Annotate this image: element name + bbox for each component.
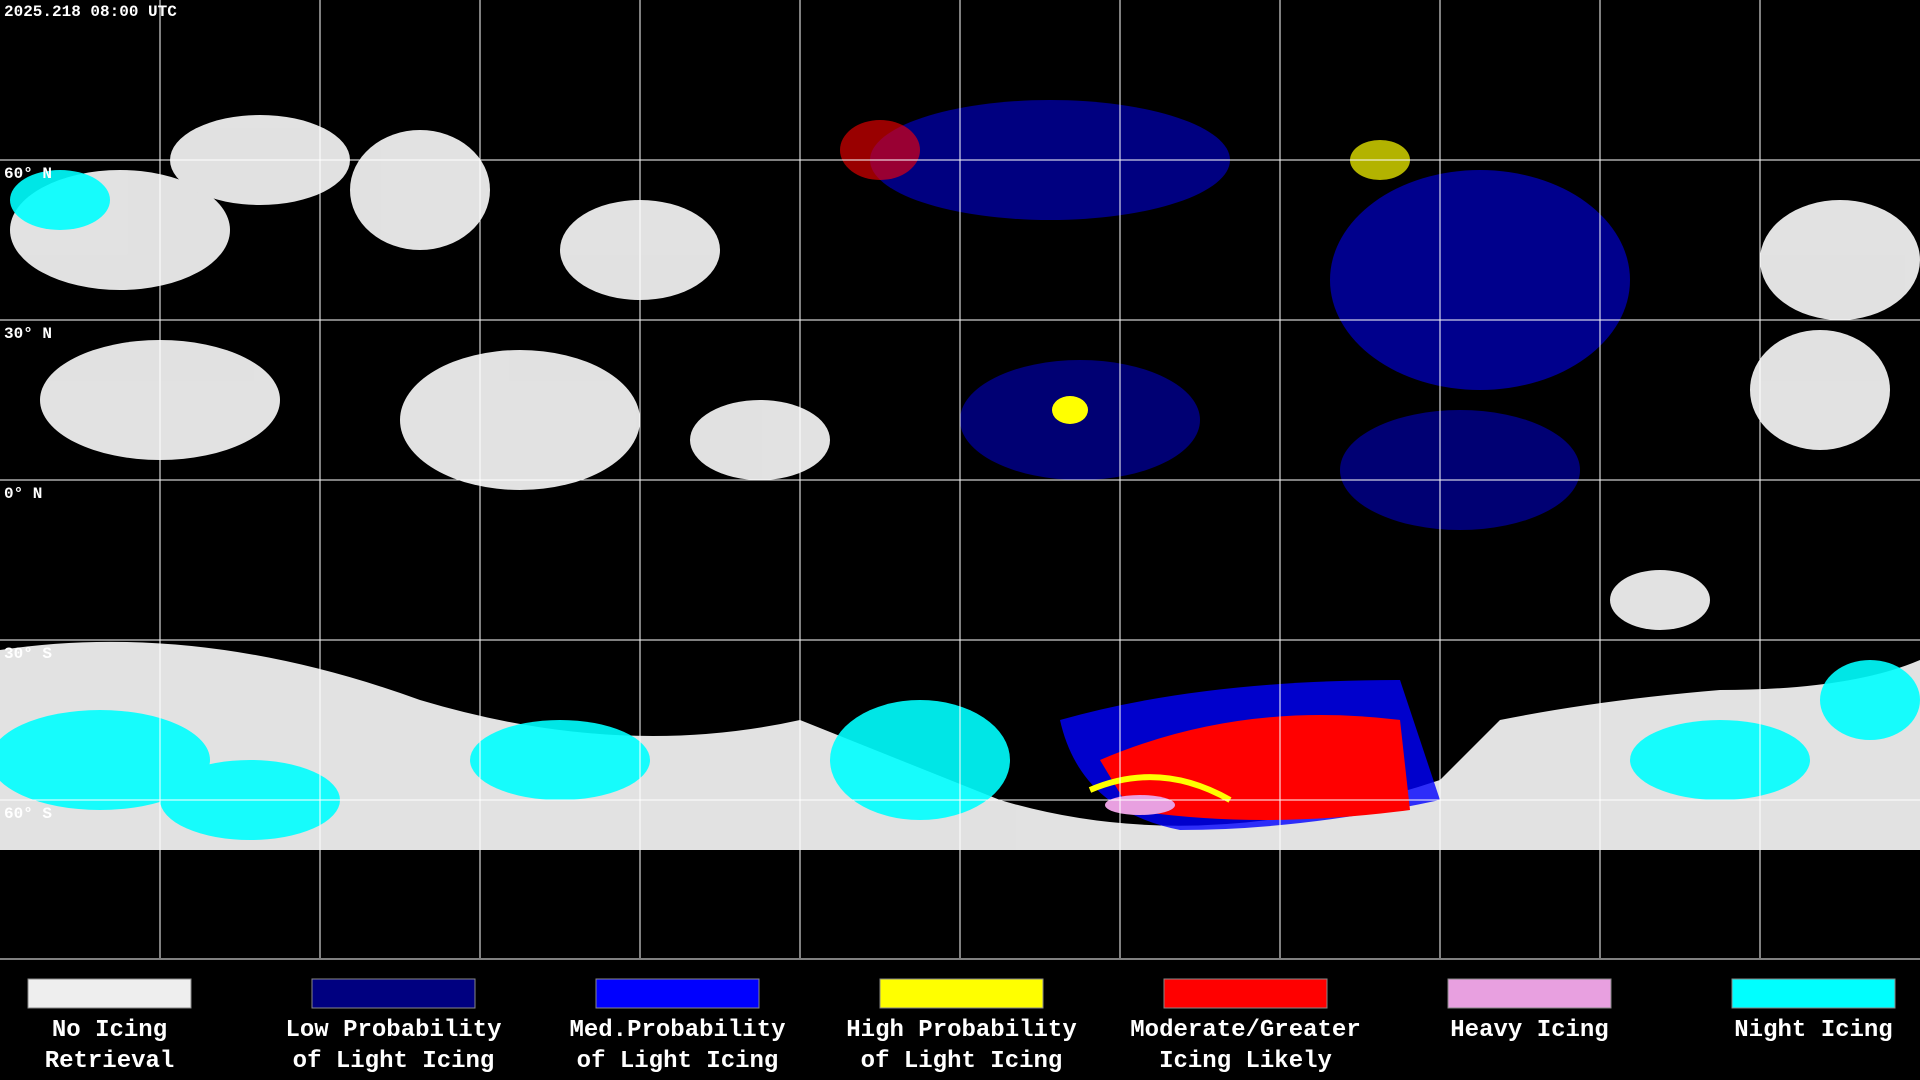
legend-swatch [27,978,192,1009]
legend-label: of Light Icing [861,1048,1063,1075]
legend-swatch [595,978,760,1009]
legend-label: Icing Likely [1159,1048,1332,1075]
legend-label: Moderate/Greater [1130,1017,1360,1044]
legend-swatch [879,978,1044,1009]
legend-swatch [1163,978,1328,1009]
legend-label: Heavy Icing [1450,1017,1608,1044]
latitude-label: 30° S [4,645,52,663]
legend-label: Low Probability [285,1017,501,1044]
graticule [0,0,1920,958]
legend-label: of Light Icing [577,1048,779,1075]
legend-swatch [311,978,476,1009]
latitude-label: 30° N [4,325,52,343]
latitude-label: 60° N [4,165,52,183]
legend-label: No Icing [52,1017,167,1044]
legend-label: Night Icing [1734,1017,1892,1044]
legend-label: of Light Icing [293,1048,495,1075]
legend-swatch [1447,978,1612,1009]
legend-label: High Probability [846,1017,1076,1044]
legend-label: Med.Probability [569,1017,785,1044]
latitude-label: 60° S [4,805,52,823]
latitude-label: 0° N [4,485,42,503]
legend-label: Retrieval [45,1048,175,1075]
timestamp: 2025.218 08:00 UTC [4,3,177,21]
legend-swatch [1731,978,1896,1009]
map-imagery [0,100,1920,850]
night-icing-areas [0,170,1920,840]
